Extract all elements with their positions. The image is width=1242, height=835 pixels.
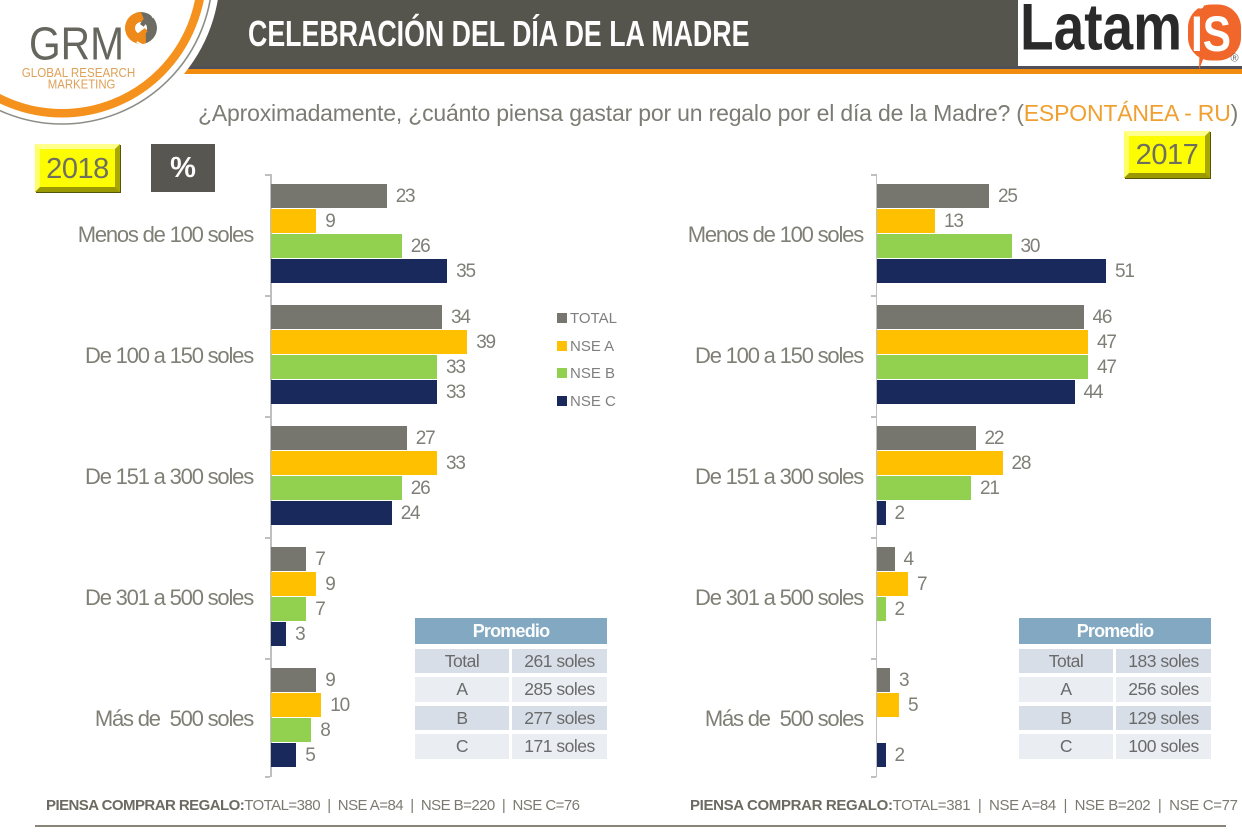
svg-text:GLOBAL RESEARCH: GLOBAL RESEARCH	[22, 65, 136, 80]
svg-text:IS: IS	[1191, 6, 1231, 62]
svg-text:®: ®	[1231, 53, 1239, 65]
svg-text:Latam: Latam	[1020, 0, 1182, 64]
svg-text:GRM: GRM	[29, 18, 124, 70]
svg-text:MARKETING: MARKETING	[48, 77, 116, 92]
